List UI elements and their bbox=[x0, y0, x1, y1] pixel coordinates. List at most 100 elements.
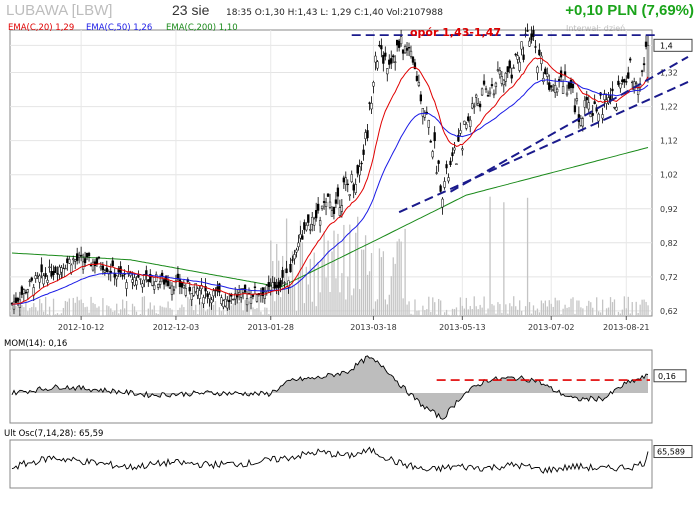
candle-body bbox=[143, 274, 146, 281]
candle-body bbox=[261, 287, 264, 296]
candle-body bbox=[601, 114, 604, 119]
volume-bar bbox=[578, 300, 580, 316]
candle-body bbox=[619, 82, 622, 89]
candle-body bbox=[344, 177, 347, 185]
candle-body bbox=[536, 66, 539, 74]
candle-body bbox=[324, 201, 328, 208]
volume-bar bbox=[108, 306, 110, 316]
candle-body bbox=[587, 102, 590, 110]
candle-body bbox=[121, 274, 124, 277]
volume-bar bbox=[471, 309, 473, 316]
candle-body bbox=[243, 284, 247, 293]
candle-body bbox=[374, 55, 377, 63]
volume-bar bbox=[327, 240, 329, 316]
volume-bar bbox=[572, 297, 574, 316]
volume-bar bbox=[264, 307, 266, 316]
candle-body bbox=[281, 270, 284, 278]
candle-body bbox=[12, 301, 16, 310]
candle-body bbox=[297, 242, 300, 248]
volume-bar bbox=[90, 296, 92, 316]
volume-bar bbox=[335, 278, 337, 316]
volume-bar bbox=[123, 308, 126, 316]
candle-body bbox=[228, 299, 231, 303]
candle-body bbox=[330, 210, 334, 217]
ult-osc-label: Ult Osc(7,14,28): 65,59 bbox=[4, 429, 103, 439]
volume-bar bbox=[368, 271, 371, 316]
volume-bar bbox=[232, 303, 234, 316]
candle-body bbox=[642, 63, 646, 66]
candle-body bbox=[423, 112, 426, 118]
volume-bar bbox=[347, 276, 349, 316]
candle-body bbox=[615, 106, 618, 111]
candlesticks bbox=[10, 23, 650, 316]
volume-bar bbox=[467, 309, 469, 316]
x-tick-label: 2013-07-02 bbox=[528, 323, 575, 332]
volume-bar bbox=[216, 315, 219, 316]
volume-bar bbox=[592, 307, 594, 316]
ema-legend-2: EMA(C,50) 1,26 bbox=[86, 23, 152, 33]
candle-body bbox=[575, 98, 579, 102]
candle-body bbox=[111, 260, 114, 267]
volume-bar bbox=[127, 314, 130, 316]
candle-body bbox=[597, 113, 600, 122]
volume-bar bbox=[44, 296, 47, 316]
volume-bar bbox=[339, 292, 341, 316]
volume-bar bbox=[495, 313, 497, 316]
candle-body bbox=[316, 203, 320, 211]
volume-bar bbox=[230, 305, 232, 316]
candle-body bbox=[403, 46, 407, 54]
volume-bar bbox=[463, 308, 466, 316]
volume-bar bbox=[345, 299, 347, 316]
volume-bar bbox=[566, 307, 568, 316]
volume-bar bbox=[507, 313, 509, 316]
volume-bar bbox=[483, 296, 485, 316]
candle-body bbox=[16, 298, 20, 302]
candle-body bbox=[552, 89, 555, 91]
candle-body bbox=[28, 280, 31, 283]
volume-bar bbox=[102, 298, 104, 316]
candle-body bbox=[565, 92, 569, 96]
volume-bar bbox=[92, 302, 94, 316]
ema50-line bbox=[11, 79, 649, 305]
candle-body bbox=[431, 151, 434, 158]
ema20-line bbox=[11, 57, 649, 305]
candle-body bbox=[516, 55, 519, 60]
candle-body bbox=[510, 74, 513, 79]
candle-body bbox=[115, 275, 118, 280]
volume-bar bbox=[605, 308, 608, 316]
volume-bar bbox=[11, 307, 13, 316]
volume-bar bbox=[613, 299, 616, 316]
candle-body bbox=[178, 279, 182, 288]
volume-bar bbox=[374, 301, 377, 316]
candle-body bbox=[322, 201, 326, 203]
volume-bar bbox=[517, 309, 519, 316]
candle-body bbox=[463, 120, 466, 125]
volume-bar bbox=[588, 300, 590, 316]
candle-body bbox=[206, 293, 209, 297]
volume-bar bbox=[319, 292, 321, 316]
candle-body bbox=[326, 193, 330, 197]
volume-bar bbox=[538, 312, 541, 316]
candle-body bbox=[145, 270, 148, 276]
candle-body bbox=[295, 249, 298, 253]
y-tick-label: 0,62 bbox=[660, 307, 678, 316]
candle-body bbox=[514, 53, 517, 56]
candle-body bbox=[382, 54, 385, 64]
volume-bar bbox=[98, 306, 100, 316]
candle-body bbox=[550, 85, 553, 88]
candle-body bbox=[461, 148, 464, 151]
candle-body bbox=[613, 106, 616, 109]
session-date: 23 sie bbox=[172, 2, 210, 18]
volume-bar bbox=[76, 296, 78, 316]
x-tick-label: 2012-12-03 bbox=[153, 323, 200, 332]
volume-bar bbox=[159, 305, 161, 316]
volume-bar bbox=[469, 305, 471, 316]
volume-bar bbox=[262, 314, 264, 316]
candle-body bbox=[465, 123, 468, 129]
candle-body bbox=[283, 282, 286, 284]
candle-body bbox=[62, 268, 65, 278]
candle-body bbox=[113, 273, 116, 278]
ema-legend-3: EMA(C,200) 1,10 bbox=[166, 23, 238, 33]
candle-body bbox=[275, 284, 278, 288]
candle-body bbox=[277, 281, 280, 289]
